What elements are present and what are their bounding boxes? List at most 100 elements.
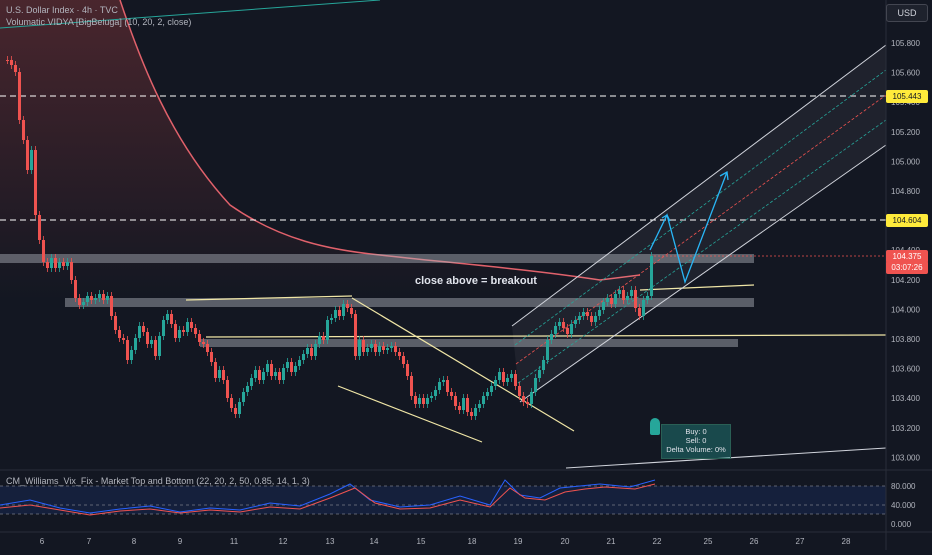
wedge-lower xyxy=(337,385,483,443)
candle-body xyxy=(214,362,217,378)
time-tick-label: 8 xyxy=(132,537,137,546)
candle-body xyxy=(270,364,273,376)
candle-body xyxy=(558,322,561,326)
candle-body xyxy=(78,298,81,305)
candle-body xyxy=(146,332,149,344)
price-tick-label: 103.800 xyxy=(891,335,920,344)
candle-body xyxy=(30,150,33,170)
candle-body xyxy=(502,372,505,382)
level-high-tag: 105.443 xyxy=(886,90,928,103)
candle-body xyxy=(190,322,193,328)
vix-tick-label: 0.000 xyxy=(891,520,912,529)
candle-body xyxy=(166,314,169,320)
candle-body xyxy=(514,374,517,386)
candle-body xyxy=(246,386,249,392)
vix-axis-ticks: 80.000 40.000 0.000 xyxy=(891,482,916,529)
candle-body xyxy=(646,296,649,300)
candle-body xyxy=(282,368,285,380)
time-tick-label: 12 xyxy=(279,537,288,546)
candle-body xyxy=(542,360,545,370)
candle-body xyxy=(82,302,85,305)
candle-body xyxy=(394,346,397,352)
candle-body xyxy=(582,312,585,316)
candle-body xyxy=(150,340,153,344)
candle-body xyxy=(206,344,209,352)
candle-body xyxy=(302,354,305,360)
channel-mid xyxy=(515,94,887,365)
candle-body xyxy=(338,310,341,316)
vidya-band xyxy=(0,0,640,300)
candle-body xyxy=(578,316,581,320)
candle-body xyxy=(478,404,481,408)
trendline-breakout xyxy=(639,284,755,291)
indicator-legend[interactable]: Volumatic VIDYA [BigBeluga] (10, 20, 2, … xyxy=(6,17,192,27)
time-tick-label: 19 xyxy=(514,537,523,546)
candle-body xyxy=(210,352,213,362)
candle-body xyxy=(406,364,409,376)
time-tick-label: 6 xyxy=(40,537,45,546)
price-tick-label: 105.200 xyxy=(891,128,920,137)
candle-body xyxy=(106,296,109,300)
level-mid-tag: 104.604 xyxy=(886,214,928,227)
candle-body xyxy=(422,398,425,404)
candle-body xyxy=(186,322,189,332)
candle-body xyxy=(18,72,21,120)
price-tick-label: 104.200 xyxy=(891,276,920,285)
candle-body xyxy=(534,378,537,392)
candle-body xyxy=(102,294,105,300)
candle-body xyxy=(498,372,501,380)
candle-body xyxy=(442,380,445,382)
candle-body xyxy=(386,348,389,350)
candle-body xyxy=(590,316,593,322)
candle-body xyxy=(370,344,373,348)
candle-body xyxy=(290,362,293,372)
candle-body xyxy=(134,338,137,350)
projection-arrowhead-2 xyxy=(719,170,729,181)
candle-body xyxy=(482,396,485,404)
candle-body xyxy=(98,294,101,298)
vix-tick-label: 40.000 xyxy=(891,501,916,510)
candle-body xyxy=(306,348,309,354)
time-tick-label: 20 xyxy=(561,537,570,546)
candle-body xyxy=(114,316,117,330)
delta-volume-tooltip: Buy: 0 Sell: 0 Delta Volume: 0% xyxy=(661,424,731,459)
price-tick-label: 103.000 xyxy=(891,453,920,462)
candle-body xyxy=(70,262,73,280)
candle-body xyxy=(378,346,381,352)
vix-indicator-title[interactable]: CM_Williams_Vix_Fix - Market Top and Bot… xyxy=(6,476,310,486)
candle-body xyxy=(650,256,653,296)
candle-body xyxy=(434,390,437,396)
candle-body xyxy=(314,344,317,356)
candle-body xyxy=(10,60,13,65)
candle-body xyxy=(474,408,477,416)
price-tick-label: 104.800 xyxy=(891,187,920,196)
candle-body xyxy=(598,310,601,316)
price-tick-label: 103.200 xyxy=(891,424,920,433)
lock-icon[interactable] xyxy=(650,418,660,435)
time-tick-label: 15 xyxy=(417,537,426,546)
candle-body xyxy=(382,346,385,350)
candle-body xyxy=(430,396,433,398)
candle-body xyxy=(606,298,609,302)
candle-body xyxy=(230,398,233,408)
candle-body xyxy=(546,340,549,360)
candle-body xyxy=(354,314,357,356)
candle-body xyxy=(466,398,469,412)
candle-body xyxy=(154,340,157,356)
price-tick-label: 105.000 xyxy=(891,157,920,166)
candle-body xyxy=(494,380,497,386)
candle-body xyxy=(634,290,637,308)
candle-body xyxy=(110,296,113,316)
candle-body xyxy=(410,376,413,396)
chart-title: U.S. Dollar Index · 4h · TVC xyxy=(6,5,118,15)
time-tick-label: 14 xyxy=(370,537,379,546)
candle-body xyxy=(622,290,625,300)
candle-body xyxy=(54,258,57,268)
currency-button[interactable]: USD xyxy=(886,4,928,22)
candle-body xyxy=(14,65,17,72)
candle-body xyxy=(526,402,529,404)
candle-body xyxy=(22,120,25,140)
candle-body xyxy=(374,344,377,352)
